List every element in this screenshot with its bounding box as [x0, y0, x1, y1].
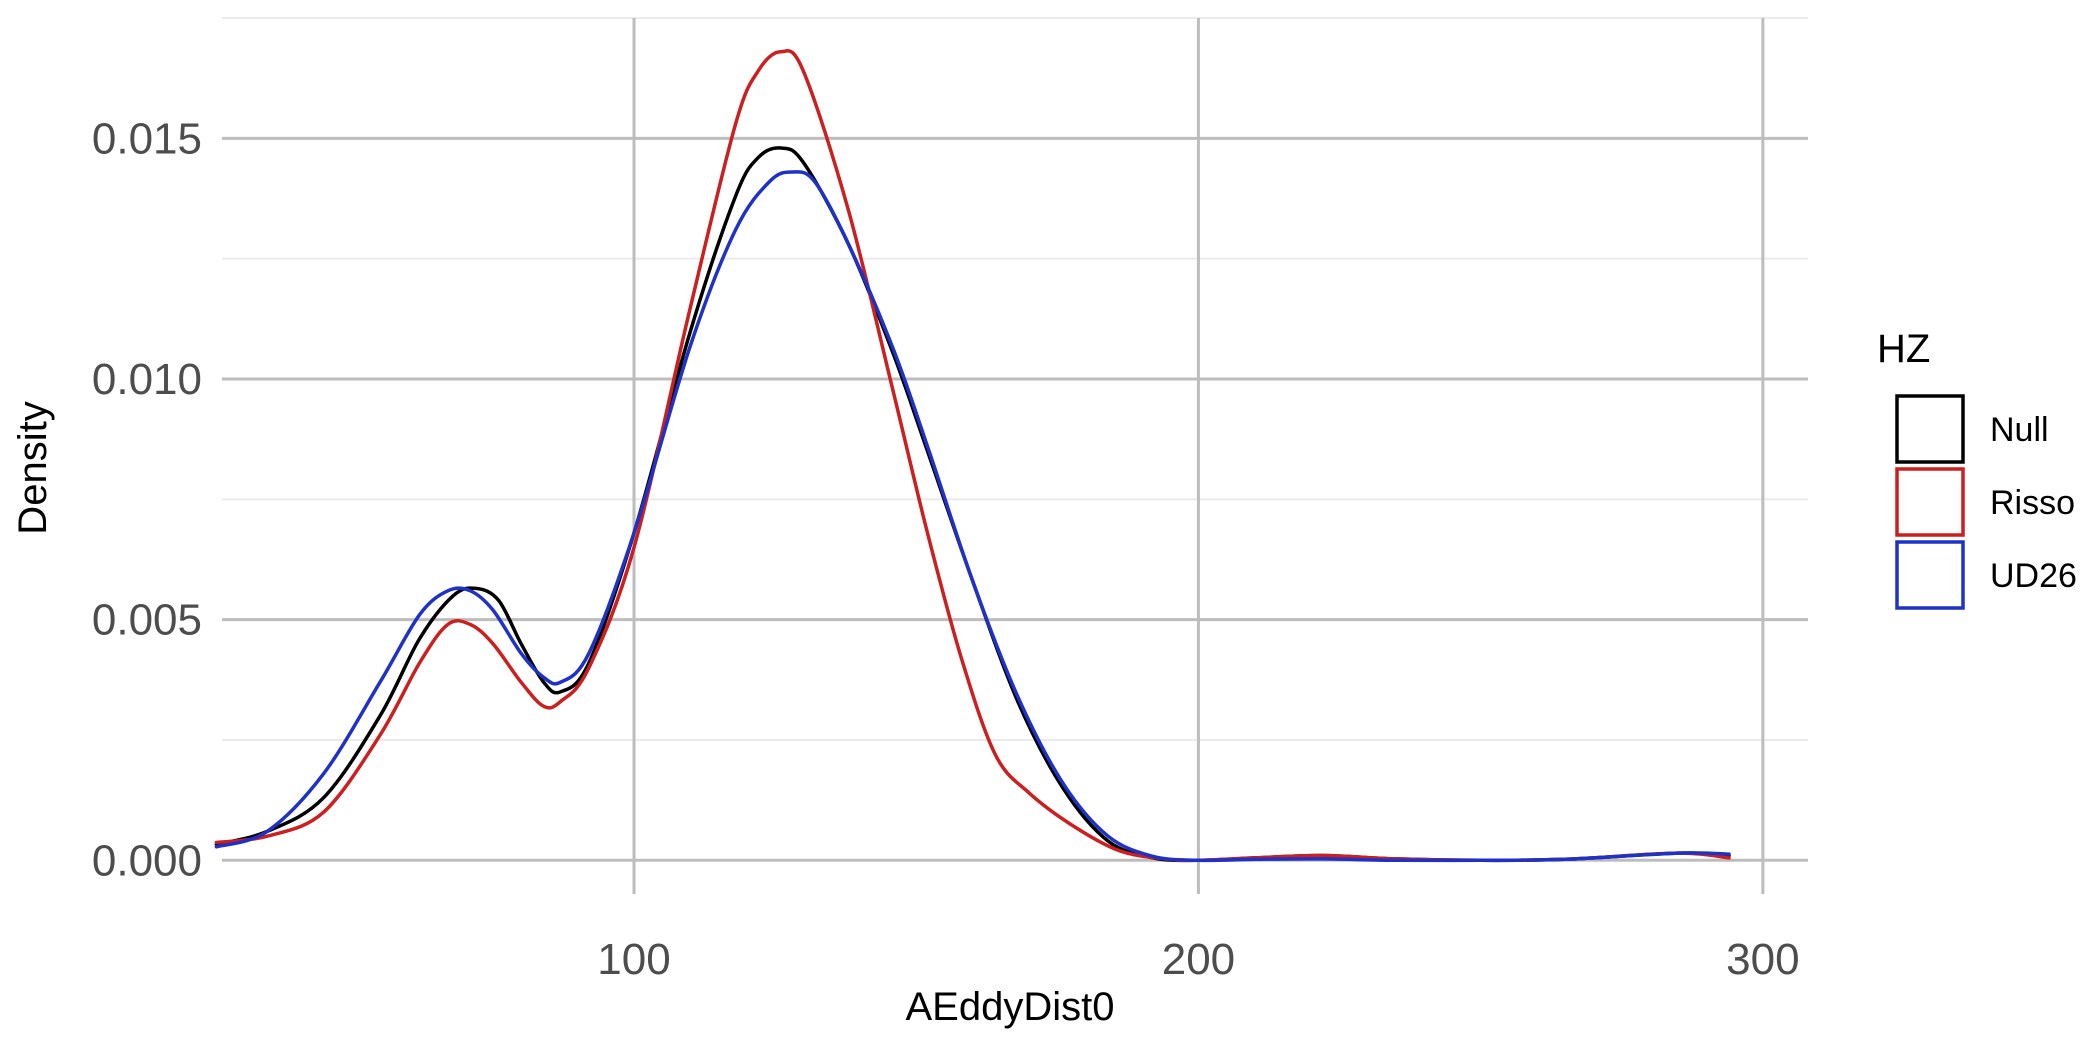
major-gridlines — [222, 18, 1808, 894]
y-axis-tick-labels: 0.000 0.005 0.010 0.015 — [92, 114, 202, 885]
series-line-ud26 — [214, 170, 1731, 863]
x-tick-label: 300 — [1726, 935, 1799, 984]
y-tick-label: 0.005 — [92, 596, 202, 645]
legend-title: HZ — [1877, 327, 1930, 371]
series-line-null — [214, 146, 1731, 863]
x-axis-tick-labels: 100 200 300 — [597, 935, 1799, 984]
legend-label-risso: Risso — [1990, 484, 2075, 522]
y-axis-title: Density — [11, 401, 55, 534]
legend-label-null: Null — [1990, 411, 2049, 449]
y-tick-label: 0.015 — [92, 114, 202, 163]
legend-key-ud26 — [1895, 540, 1965, 610]
y-tick-label: 0.010 — [92, 355, 202, 404]
x-tick-label: 100 — [597, 935, 670, 984]
legend-key-null — [1895, 394, 1965, 464]
minor-gridlines — [222, 17, 1808, 741]
density-series — [214, 49, 1731, 863]
series-line-risso — [214, 49, 1731, 863]
legend-items: Null Risso UD26 — [1895, 394, 2077, 610]
legend-key-risso — [1895, 467, 1965, 537]
x-tick-label: 200 — [1162, 935, 1235, 984]
legend-label-ud26: UD26 — [1990, 557, 2077, 595]
legend: HZ Null Risso UD26 — [1877, 327, 2077, 610]
x-axis-title: AEddyDist0 — [906, 985, 1115, 1029]
y-tick-label: 0.000 — [92, 836, 202, 885]
